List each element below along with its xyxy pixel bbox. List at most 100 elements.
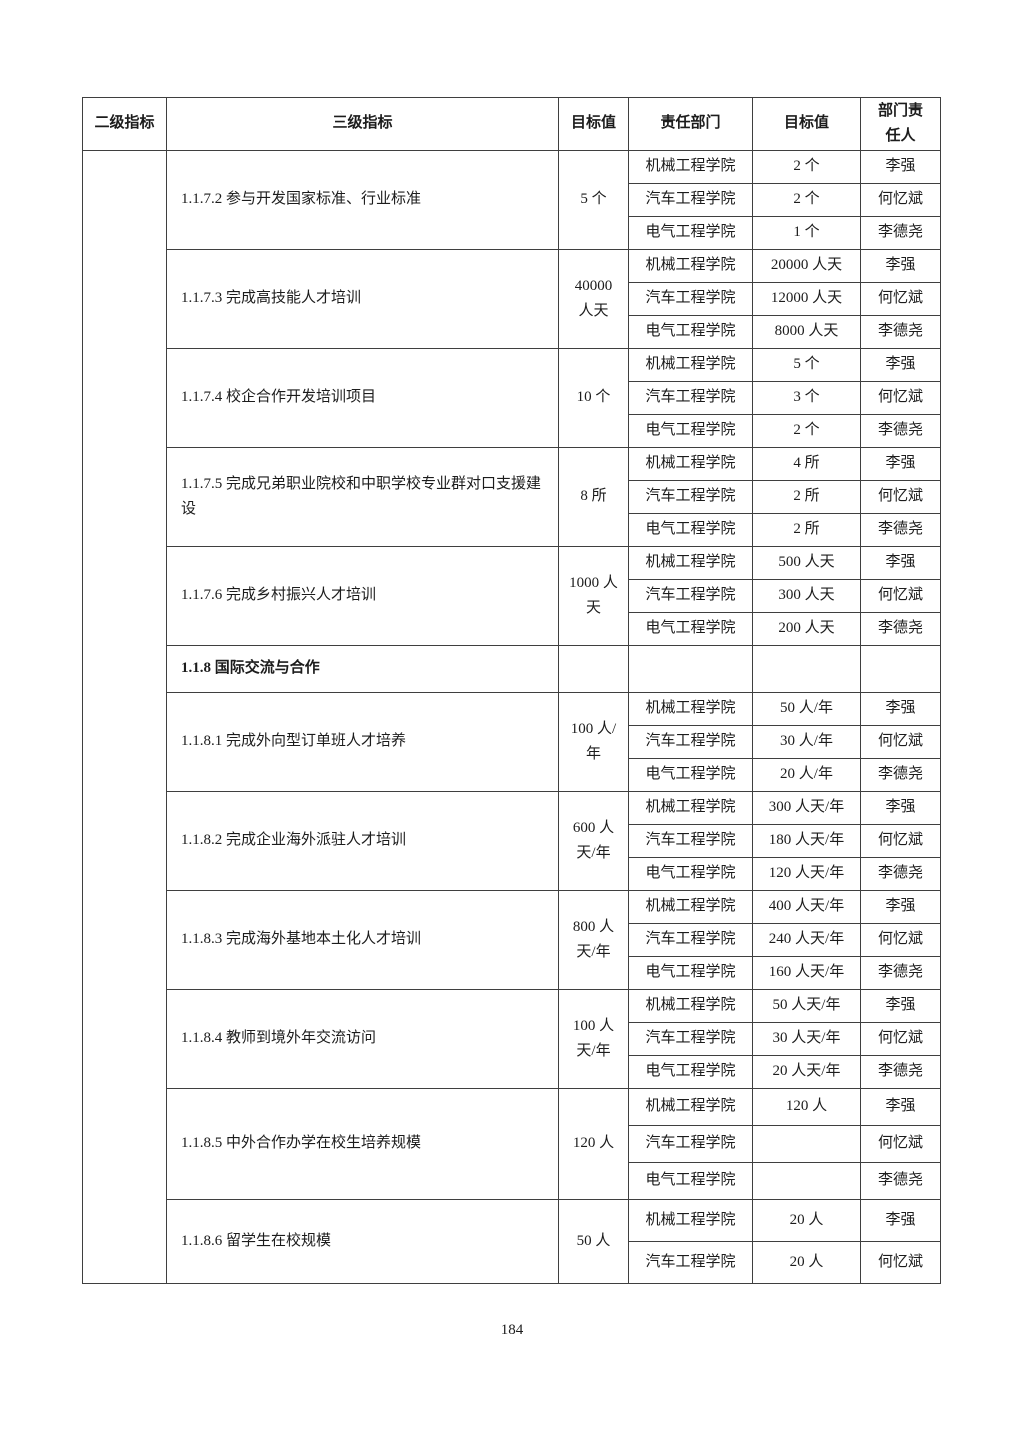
table-row: 1.1.7.6 完成乡村振兴人才培训 1000 人天 机械工程学院 500 人天 李强 — [83, 546, 941, 646]
dept-target-value-cell: 180 人天/年 — [752, 824, 861, 858]
department-cell: 汽车工程学院 — [628, 480, 753, 514]
dept-target-value-cell: 20000 人天 — [752, 249, 861, 283]
department-cell: 电气工程学院 — [628, 1162, 753, 1200]
department-cell: 电气工程学院 — [628, 1055, 753, 1089]
dept-target-value-cell: 2 所 — [752, 480, 861, 514]
dept-target-value-cell: 20 人天/年 — [752, 1055, 861, 1089]
department-cell: 机械工程学院 — [628, 1088, 753, 1126]
department-cell: 汽车工程学院 — [628, 183, 753, 217]
dept-target-value-cell: 1 个 — [752, 216, 861, 250]
table-row: 1.1.8.3 完成海外基地本土化人才培训 800 人天/年 机械工程学院 400 人… — [83, 890, 941, 990]
indicator-cell: 1.1.7.3 完成高技能人才培训 — [166, 249, 559, 349]
target-value-cell: 50 人 — [558, 1199, 629, 1284]
responsible-person-cell: 李强 — [860, 791, 941, 825]
target-value-cell: 100 人天/年 — [558, 989, 629, 1089]
department-cell: 机械工程学院 — [628, 447, 753, 481]
table-row: 汽车工程学院 2 所何忆斌 — [83, 480, 941, 514]
department-cell: 电气工程学院 — [628, 612, 753, 646]
target-value-cell: 100 人/年 — [558, 692, 629, 792]
dept-target-value-cell: 50 人/年 — [752, 692, 861, 726]
department-cell: 机械工程学院 — [628, 791, 753, 825]
dept-target-value-cell: 5 个 — [752, 348, 861, 382]
secondary-indicator-cell — [82, 150, 167, 1284]
table-row: 1.1.7.2 参与开发国家标准、行业标准 5 个机械工程学院 2 个李强 — [82, 150, 941, 1284]
department-cell: 汽车工程学院 — [628, 1241, 753, 1284]
indicator-cell: 1.1.8.5 中外合作办学在校生培养规模 — [166, 1088, 559, 1200]
dept-target-value-cell: 120 人 — [752, 1088, 861, 1126]
department-cell: 汽车工程学院 — [628, 381, 753, 415]
target-value-cell: 40000 人天 — [558, 249, 629, 349]
header-department-responsible-person: 部门责任人 — [860, 97, 941, 151]
dept-target-value-cell: 500 人天 — [752, 546, 861, 580]
table-row: 1.1.7.4 校企合作开发培训项目 10 个机械工程学院 5 个李强 — [83, 348, 941, 448]
responsible-person-cell: 李强 — [860, 150, 941, 184]
department-cell: 汽车工程学院 — [628, 824, 753, 858]
indicator-cell: 1.1.8.1 完成外向型订单班人才培养 — [166, 692, 559, 792]
responsible-person-cell: 李强 — [860, 546, 941, 580]
responsible-person-cell: 何忆斌 — [860, 824, 941, 858]
department-cell: 电气工程学院 — [628, 956, 753, 990]
responsible-person-cell: 李德尧 — [860, 857, 941, 891]
indicator-cell: 1.1.7.6 完成乡村振兴人才培训 — [166, 546, 559, 646]
department-cell — [628, 645, 753, 693]
department-cell: 汽车工程学院 — [628, 579, 753, 613]
table-row: 汽车工程学院 12000 人天 何忆斌 — [83, 282, 941, 316]
responsible-person-cell: 李强 — [860, 989, 941, 1023]
department-cell: 机械工程学院 — [628, 989, 753, 1023]
department-cell: 电气工程学院 — [628, 758, 753, 792]
indicator-cell: 1.1.8.6 留学生在校规模 — [166, 1199, 559, 1284]
responsible-person-cell: 李强 — [860, 890, 941, 924]
responsible-person-cell: 何忆斌 — [860, 923, 941, 957]
responsible-person-cell: 李强 — [860, 1199, 941, 1242]
dept-target-value-cell — [752, 1125, 861, 1163]
table-row: 汽车工程学院 2 个何忆斌 — [83, 183, 941, 217]
responsible-person-cell: 李强 — [860, 447, 941, 481]
indicator-cell: 1.1.8.4 教师到境外年交流访问 — [166, 989, 559, 1089]
indicator-table: 二级指标 三级指标 目标值 责任部门 目标值 部门责任人 1.1.7.2 参与开… — [82, 97, 941, 1284]
table-row: 1.1.8.2 完成企业海外派驻人才培训 600 人天/年 机械工程学院 300 人天… — [83, 791, 941, 891]
indicator-cell: 1.1.8.2 完成企业海外派驻人才培训 — [166, 791, 559, 891]
responsible-person-cell: 李德尧 — [860, 612, 941, 646]
dept-target-value-cell: 120 人天/年 — [752, 857, 861, 891]
indicator-cell: 1.1.8.3 完成海外基地本土化人才培训 — [166, 890, 559, 990]
dept-target-value-cell: 200 人天 — [752, 612, 861, 646]
table-row: 汽车工程学院 30 人/年 何忆斌 — [83, 725, 941, 759]
table-row: 1.1.8.6 留学生在校规模 50 人机械工程学院 20 人李强 — [83, 1199, 941, 1284]
department-cell: 机械工程学院 — [628, 890, 753, 924]
target-value-cell — [558, 645, 629, 693]
dept-target-value-cell: 8000 人天 — [752, 315, 861, 349]
table-row: 1.1.7.5 完成兄弟职业院校和中职学校专业群对口支援建设 8 所机械工程学院 4… — [83, 447, 941, 547]
table-row: 电气工程学院 160 人天/年 李德尧 — [83, 956, 941, 990]
responsible-person-cell: 李德尧 — [860, 315, 941, 349]
dept-target-value-cell: 12000 人天 — [752, 282, 861, 316]
department-cell: 机械工程学院 — [628, 1199, 753, 1242]
target-value-cell: 5 个 — [558, 150, 629, 250]
responsible-person-cell: 李强 — [860, 1088, 941, 1126]
target-value-cell: 120 人 — [558, 1088, 629, 1200]
responsible-person-cell: 李德尧 — [860, 414, 941, 448]
department-cell: 机械工程学院 — [628, 546, 753, 580]
header-responsible-department: 责任部门 — [628, 97, 753, 151]
department-cell: 汽车工程学院 — [628, 923, 753, 957]
table-row: 电气工程学院 120 人天/年 李德尧 — [83, 857, 941, 891]
department-cell: 电气工程学院 — [628, 414, 753, 448]
target-value-cell: 1000 人天 — [558, 546, 629, 646]
indicator-cell: 1.1.7.4 校企合作开发培训项目 — [166, 348, 559, 448]
table-row: 电气工程学院 2 所李德尧 — [83, 513, 941, 547]
target-value-cell: 800 人天/年 — [558, 890, 629, 990]
responsible-person-cell: 何忆斌 — [860, 579, 941, 613]
department-cell: 机械工程学院 — [628, 249, 753, 283]
department-cell: 机械工程学院 — [628, 150, 753, 184]
header-dept-target-value: 目标值 — [752, 97, 861, 151]
responsible-person-cell: 李德尧 — [860, 216, 941, 250]
responsible-person-cell: 李强 — [860, 692, 941, 726]
responsible-person-cell: 李德尧 — [860, 758, 941, 792]
dept-target-value-cell: 20 人 — [752, 1199, 861, 1242]
department-cell: 汽车工程学院 — [628, 725, 753, 759]
table-row: 汽车工程学院 3 个何忆斌 — [83, 381, 941, 415]
department-cell: 汽车工程学院 — [628, 1125, 753, 1163]
department-cell: 电气工程学院 — [628, 216, 753, 250]
table-row: 汽车工程学院 何忆斌 — [83, 1125, 941, 1163]
table-header-row: 二级指标 三级指标 目标值 责任部门 目标值 部门责任人 — [82, 97, 941, 151]
dept-target-value-cell: 2 个 — [752, 150, 861, 184]
